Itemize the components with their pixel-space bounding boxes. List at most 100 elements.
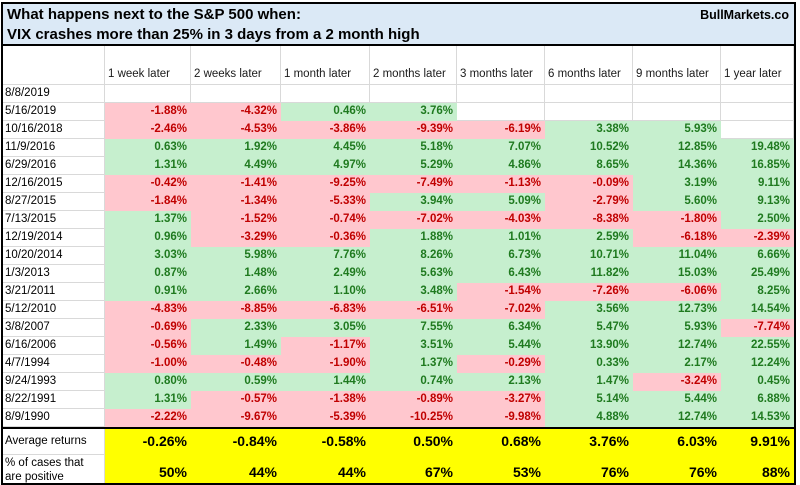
date-cell[interactable]: 9/24/1993: [3, 373, 105, 391]
return-cell[interactable]: -2.46%: [105, 121, 191, 139]
return-cell[interactable]: -2.39%: [721, 229, 794, 247]
return-cell[interactable]: 1.01%: [457, 229, 545, 247]
return-cell[interactable]: 5.09%: [457, 193, 545, 211]
return-cell[interactable]: 19.48%: [721, 139, 794, 157]
date-cell[interactable]: 10/16/2018: [3, 121, 105, 139]
return-cell[interactable]: 1.48%: [191, 265, 281, 283]
return-cell[interactable]: [545, 103, 633, 121]
date-cell[interactable]: 8/27/2015: [3, 193, 105, 211]
return-cell[interactable]: 3.76%: [370, 103, 457, 121]
return-cell[interactable]: -6.51%: [370, 301, 457, 319]
return-cell[interactable]: 6.88%: [721, 391, 794, 409]
return-cell[interactable]: 7.55%: [370, 319, 457, 337]
return-cell[interactable]: -10.25%: [370, 409, 457, 427]
return-cell[interactable]: [633, 103, 721, 121]
return-cell[interactable]: -1.52%: [191, 211, 281, 229]
average-cell[interactable]: 0.50%: [370, 429, 457, 455]
return-cell[interactable]: 6.73%: [457, 247, 545, 265]
return-cell[interactable]: -9.98%: [457, 409, 545, 427]
average-cell[interactable]: 0.68%: [457, 429, 545, 455]
return-cell[interactable]: -1.34%: [191, 193, 281, 211]
return-cell[interactable]: 5.29%: [370, 157, 457, 175]
return-cell[interactable]: 6.34%: [457, 319, 545, 337]
average-cell[interactable]: -0.84%: [191, 429, 281, 455]
return-cell[interactable]: 1.37%: [370, 355, 457, 373]
return-cell[interactable]: -1.38%: [281, 391, 370, 409]
date-cell[interactable]: 4/7/1994: [3, 355, 105, 373]
percent-cell[interactable]: 44%: [191, 455, 281, 483]
return-cell[interactable]: 12.74%: [633, 409, 721, 427]
return-cell[interactable]: -1.84%: [105, 193, 191, 211]
return-cell[interactable]: 0.87%: [105, 265, 191, 283]
return-cell[interactable]: -5.39%: [281, 409, 370, 427]
date-cell[interactable]: 3/21/2011: [3, 283, 105, 301]
header-cell[interactable]: 2 months later: [370, 46, 457, 85]
return-cell[interactable]: -6.18%: [633, 229, 721, 247]
return-cell[interactable]: -2.79%: [545, 193, 633, 211]
return-cell[interactable]: -7.26%: [545, 283, 633, 301]
return-cell[interactable]: -1.41%: [191, 175, 281, 193]
return-cell[interactable]: 4.49%: [191, 157, 281, 175]
return-cell[interactable]: 2.59%: [545, 229, 633, 247]
return-cell[interactable]: 12.74%: [633, 337, 721, 355]
percent-cell[interactable]: 50%: [105, 455, 191, 483]
return-cell[interactable]: 0.63%: [105, 139, 191, 157]
date-cell[interactable]: 8/22/1991: [3, 391, 105, 409]
return-cell[interactable]: 3.38%: [545, 121, 633, 139]
return-cell[interactable]: -4.03%: [457, 211, 545, 229]
date-cell[interactable]: 5/12/2010: [3, 301, 105, 319]
return-cell[interactable]: 15.03%: [633, 265, 721, 283]
return-cell[interactable]: -0.74%: [281, 211, 370, 229]
return-cell[interactable]: 2.17%: [633, 355, 721, 373]
header-cell[interactable]: 2 weeks later: [191, 46, 281, 85]
return-cell[interactable]: 1.47%: [545, 373, 633, 391]
average-cell[interactable]: -0.58%: [281, 429, 370, 455]
return-cell[interactable]: 0.91%: [105, 283, 191, 301]
return-cell[interactable]: 6.66%: [721, 247, 794, 265]
date-cell[interactable]: 12/16/2015: [3, 175, 105, 193]
return-cell[interactable]: 22.55%: [721, 337, 794, 355]
return-cell[interactable]: -3.29%: [191, 229, 281, 247]
return-cell[interactable]: 3.19%: [633, 175, 721, 193]
return-cell[interactable]: -9.39%: [370, 121, 457, 139]
return-cell[interactable]: -6.83%: [281, 301, 370, 319]
return-cell[interactable]: 5.93%: [633, 121, 721, 139]
return-cell[interactable]: 0.80%: [105, 373, 191, 391]
return-cell[interactable]: 3.94%: [370, 193, 457, 211]
percent-cell[interactable]: 76%: [633, 455, 721, 483]
percent-positive-label[interactable]: % of cases that are positive: [3, 455, 105, 483]
header-cell[interactable]: 1 year later: [721, 46, 794, 85]
return-cell[interactable]: 9.13%: [721, 193, 794, 211]
return-cell[interactable]: [721, 85, 794, 103]
return-cell[interactable]: 10.52%: [545, 139, 633, 157]
return-cell[interactable]: 9.11%: [721, 175, 794, 193]
return-cell[interactable]: 2.13%: [457, 373, 545, 391]
return-cell[interactable]: 0.45%: [721, 373, 794, 391]
percent-cell[interactable]: 67%: [370, 455, 457, 483]
return-cell[interactable]: 0.74%: [370, 373, 457, 391]
header-cell[interactable]: 3 months later: [457, 46, 545, 85]
return-cell[interactable]: -7.49%: [370, 175, 457, 193]
return-cell[interactable]: [545, 85, 633, 103]
average-returns-label[interactable]: Average returns: [3, 429, 105, 455]
return-cell[interactable]: -0.36%: [281, 229, 370, 247]
return-cell[interactable]: 12.24%: [721, 355, 794, 373]
return-cell[interactable]: 4.97%: [281, 157, 370, 175]
return-cell[interactable]: -8.85%: [191, 301, 281, 319]
return-cell[interactable]: 5.44%: [457, 337, 545, 355]
return-cell[interactable]: -6.06%: [633, 283, 721, 301]
return-cell[interactable]: [721, 103, 794, 121]
percent-cell[interactable]: 76%: [545, 455, 633, 483]
date-cell[interactable]: 6/16/2006: [3, 337, 105, 355]
return-cell[interactable]: 12.85%: [633, 139, 721, 157]
return-cell[interactable]: -0.89%: [370, 391, 457, 409]
return-cell[interactable]: -0.09%: [545, 175, 633, 193]
return-cell[interactable]: 1.44%: [281, 373, 370, 391]
return-cell[interactable]: -0.42%: [105, 175, 191, 193]
average-cell[interactable]: 9.91%: [721, 429, 794, 455]
return-cell[interactable]: 0.96%: [105, 229, 191, 247]
return-cell[interactable]: [370, 85, 457, 103]
percent-cell[interactable]: 44%: [281, 455, 370, 483]
return-cell[interactable]: -0.29%: [457, 355, 545, 373]
return-cell[interactable]: 0.59%: [191, 373, 281, 391]
